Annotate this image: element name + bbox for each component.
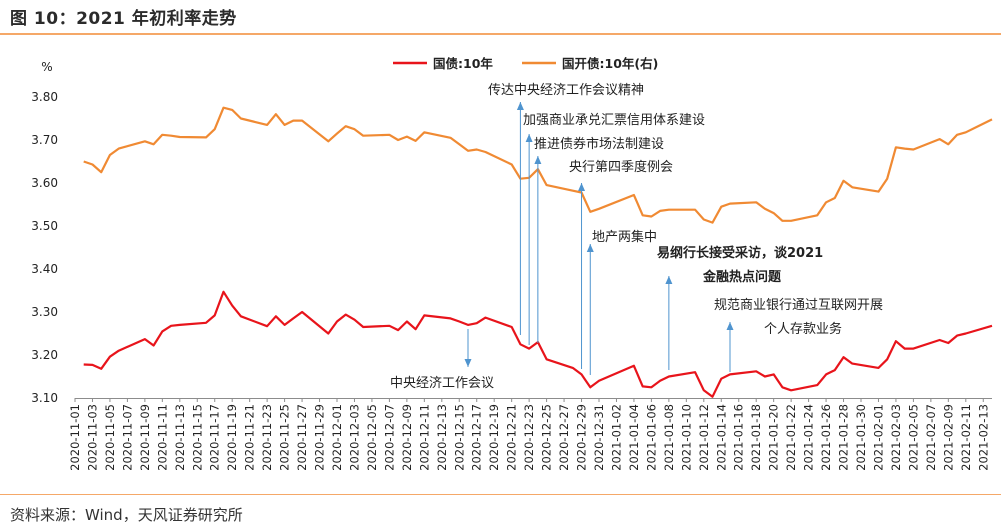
annotation: 中央经济工作会议 xyxy=(390,329,494,391)
x-tick-label: 2021-01-16 xyxy=(732,404,746,471)
x-tick-label: 2021-01-14 xyxy=(714,404,728,471)
rate-trend-chart: % 3.80 3.70 3.60 3.50 3.40 3.30 3.20 3.10 2020-1… xyxy=(0,0,1001,494)
legend-label: 国开债:10年(右) xyxy=(562,56,658,71)
x-tick-label: 2020-12-11 xyxy=(417,404,431,471)
annotation: 地产两集中 xyxy=(587,229,657,375)
x-tick-label: 2021-01-18 xyxy=(749,404,763,471)
x-tick-label: 2020-11-21 xyxy=(243,404,257,471)
annotations: 传达中央经济工作会议精神加强商业承兑汇票信用体系建设推进债券市场法制建设央行第四… xyxy=(390,83,883,391)
x-tick-label: 2021-01-22 xyxy=(784,404,798,471)
x-tick-label: 2020-11-09 xyxy=(138,404,152,471)
y-tick-label: 3.60 xyxy=(31,176,58,190)
x-tick-label: 2020-11-23 xyxy=(260,404,274,471)
x-tick-label: 2020-11-01 xyxy=(68,404,82,471)
x-tick-label: 2020-11-05 xyxy=(103,404,117,471)
x-tick-label: 2021-01-08 xyxy=(662,404,676,471)
x-tick-label: 2020-11-19 xyxy=(225,404,239,471)
x-tick-label: 2020-11-29 xyxy=(313,404,327,471)
source-note: 资料来源：Wind，天风证券研究所 xyxy=(10,504,243,525)
x-tick-label: 2020-12-13 xyxy=(435,404,449,471)
x-tick-label: 2021-01-10 xyxy=(679,404,693,471)
x-tick-label: 2020-12-15 xyxy=(452,404,466,471)
x-tick-label: 2021-02-01 xyxy=(871,404,885,471)
y-tick-label: 3.10 xyxy=(31,391,58,405)
x-tick-label: 2020-12-27 xyxy=(557,404,571,471)
annotation-arrow-head xyxy=(534,156,541,164)
x-tick-label: 2020-11-07 xyxy=(120,404,134,471)
annotation-arrow-head xyxy=(665,276,672,284)
annotation-arrow-head xyxy=(526,134,533,142)
annotation-arrow-head xyxy=(465,359,472,367)
annotation-arrow-head xyxy=(578,183,585,191)
x-tick-label: 2021-01-24 xyxy=(802,404,816,471)
y-tick-label: 3.80 xyxy=(31,90,58,104)
annotation-arrow-head xyxy=(517,102,524,110)
legend: 国债:10年 国开债:10年(右) xyxy=(393,56,658,71)
x-tick-label: 2020-12-03 xyxy=(347,404,361,471)
y-tick-label: 3.20 xyxy=(31,348,58,362)
x-tick-label: 2020-11-15 xyxy=(190,404,204,471)
x-tick-label: 2021-01-02 xyxy=(609,404,623,471)
y-axis-unit: % xyxy=(41,60,52,74)
annotation-label: 地产两集中 xyxy=(592,229,657,245)
x-tick-label: 2021-01-26 xyxy=(819,404,833,471)
x-tick-label: 2020-12-17 xyxy=(470,404,484,471)
x-tick-label: 2020-12-23 xyxy=(522,404,536,471)
x-tick-label: 2020-11-11 xyxy=(155,404,169,471)
annotation-label: 加强商业承兑汇票信用体系建设 xyxy=(523,113,705,128)
y-tick-label: 3.30 xyxy=(31,305,58,319)
annotation-label: 央行第四季度例会 xyxy=(569,159,673,175)
x-tick-label: 2020-11-13 xyxy=(173,404,187,471)
x-tick-label: 2020-11-17 xyxy=(208,404,222,471)
bottom-divider xyxy=(0,494,1001,495)
x-tick-label: 2021-01-28 xyxy=(837,404,851,471)
x-tick-label: 2020-12-07 xyxy=(382,404,396,471)
y-axis: % 3.80 3.70 3.60 3.50 3.40 3.30 3.20 3.10 xyxy=(31,60,58,405)
y-tick-label: 3.40 xyxy=(31,262,58,276)
annotation-arrow-head xyxy=(727,322,734,330)
x-tick-label: 2021-01-30 xyxy=(854,404,868,471)
y-tick-label: 3.70 xyxy=(31,133,58,147)
annotation-arrow-head xyxy=(587,244,594,252)
annotation-label: 易纲行长接受采访，谈2021 xyxy=(657,245,823,261)
x-tick-label: 2020-12-01 xyxy=(330,404,344,471)
legend-label: 国债:10年 xyxy=(433,56,493,71)
annotation: 规范商业银行通过互联网开展个人存款业务 xyxy=(714,298,883,372)
x-tick-label: 2020-11-27 xyxy=(295,404,309,471)
x-tick-label: 2021-02-07 xyxy=(924,404,938,471)
x-tick-label: 2021-01-04 xyxy=(627,404,641,471)
x-tick-label: 2021-02-03 xyxy=(889,404,903,471)
x-tick-label: 2021-02-11 xyxy=(959,404,973,471)
x-tick-label: 2020-12-29 xyxy=(575,404,589,471)
x-tick-label: 2021-02-09 xyxy=(941,404,955,471)
x-tick-label: 2021-02-05 xyxy=(906,404,920,471)
x-tick-label: 2021-01-12 xyxy=(697,404,711,471)
annotation: 央行第四季度例会 xyxy=(569,159,673,369)
annotation-label: 规范商业银行通过互联网开展 xyxy=(714,298,883,313)
x-tick-label: 2020-12-05 xyxy=(365,404,379,471)
annotation-label: 传达中央经济工作会议精神 xyxy=(488,83,644,98)
x-tick-label: 2020-12-09 xyxy=(400,404,414,471)
x-axis: 2020-11-012020-11-03 2020-11-052020-11-07… xyxy=(68,398,992,471)
x-tick-label: 2020-11-03 xyxy=(85,404,99,471)
x-tick-label: 2021-01-06 xyxy=(644,404,658,471)
y-tick-label: 3.50 xyxy=(31,219,58,233)
annotation-label: 中央经济工作会议 xyxy=(390,376,494,391)
x-tick-label: 2020-12-25 xyxy=(540,404,554,471)
annotation-label: 个人存款业务 xyxy=(764,321,842,337)
x-tick-label: 2020-11-25 xyxy=(278,404,292,471)
x-tick-label: 2020-12-19 xyxy=(487,404,501,471)
annotation-label: 金融热点问题 xyxy=(702,269,782,285)
x-tick-label: 2020-12-21 xyxy=(505,404,519,471)
annotation-label: 推进债券市场法制建设 xyxy=(534,136,664,152)
x-tick-label: 2021-01-20 xyxy=(767,404,781,471)
x-tick-label: 2021-02-13 xyxy=(976,404,990,471)
x-tick-label: 2020-12-31 xyxy=(592,404,606,471)
